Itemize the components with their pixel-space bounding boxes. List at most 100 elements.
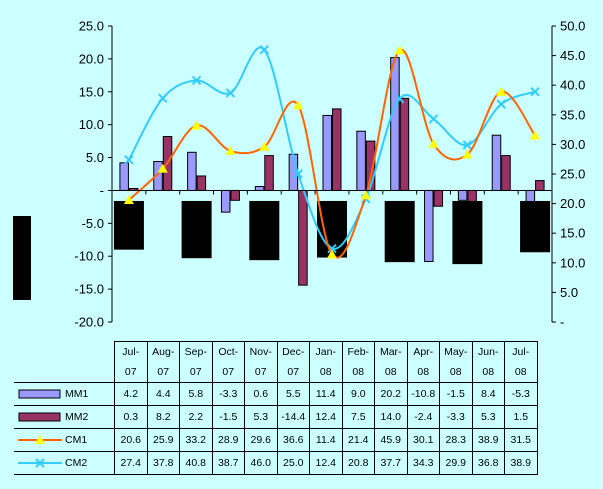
table-cell: 8.2 [146,405,180,429]
bar-mm1 [390,57,400,191]
table-cell: -10.8 [406,382,440,406]
table-cell: -1.5 [211,405,245,429]
occlusion-block [520,200,551,253]
table-category: Apr- 08 [406,341,440,383]
legend-key-cm2 [18,457,62,469]
bar-mm2 [399,97,410,191]
table-cell: 34.3 [406,451,440,475]
table-row-cm1: CM1 20.6 25.9 33.2 28.9 29.6 36.6 11.4 2… [14,428,538,452]
marker-stroke [158,93,168,103]
marker-cm1 [191,120,202,130]
marker-cm1 [394,45,405,55]
left-tick-label: 20.0 [79,51,104,66]
table-cell: 21.4 [341,428,375,452]
bar-mm2 [264,155,274,191]
table-cell: -3.3 [439,405,473,429]
legend-cm1: CM1 [14,428,115,452]
table-cell: -2.4 [406,405,440,429]
bar-mm2 [298,189,308,286]
left-tick-label: -10.0 [74,249,104,264]
marker-cm1 [360,190,371,200]
bar-mm1 [424,189,434,262]
marker-stroke [428,114,439,124]
table-cell: 4.4 [146,382,180,406]
table-cell: 20.2 [374,382,408,406]
table-cell: 5.8 [179,382,213,406]
table-cell: 31.5 [504,428,538,452]
bar-mm1 [491,134,502,191]
right-tick-label: - [560,315,564,330]
marker-cm1 [157,163,168,173]
marker-cm2 [394,94,405,104]
table-cell: 4.2 [114,382,148,406]
legend-mm1: MM1 [14,382,115,406]
legend-mm2: MM2 [14,405,115,429]
lines-layer [123,44,541,259]
marker-cm2 [124,155,134,165]
bar-mm1 [254,185,265,191]
marker-stroke [293,169,303,179]
marker-cm1 [428,138,439,148]
marker-cm2 [530,87,540,97]
table-cell: 25.9 [146,428,180,452]
legend-key-cm1 [18,434,62,446]
table-category: Jun- 08 [471,341,505,383]
table-cell: 2.2 [179,405,213,429]
table-cell: 25.0 [276,451,310,475]
table-category: Dec- 07 [276,341,310,383]
marker-stroke [530,87,540,97]
bar-mm1 [220,189,231,213]
table-category: Feb- 08 [341,341,375,383]
marker-stroke [462,140,473,150]
table-category: Mar- 08 [374,341,408,383]
table-cell: 45.9 [374,428,408,452]
left-tick-label: 15.0 [79,84,104,99]
table-cell: 29.9 [439,451,473,475]
table-cell: -14.4 [276,405,310,429]
table-row-mm1: MM1 4.2 4.4 5.8 -3.3 0.6 5.5 11.4 9.0 20… [14,382,538,406]
table-cell: 12.4 [309,405,343,429]
table-cell: 37.7 [374,451,408,475]
table-cell: 30.1 [406,428,440,452]
bar-mm2 [332,108,342,191]
right-tick-label: 25.0 [560,167,585,182]
table-cell: 8.4 [471,382,505,406]
table-cell: 36.6 [276,428,310,452]
marker-cm1 [225,145,236,155]
marker-cm1 [496,86,507,96]
table-cell: 14.0 [374,405,408,429]
left-tick-label: -20.0 [74,315,104,330]
table-cell: 28.9 [211,428,245,452]
marker-cm1 [259,141,270,151]
table-cell: 38.9 [504,451,538,475]
table-cell: 5.5 [276,382,310,406]
bar-mm1 [119,162,129,191]
right-tick-label: 50.0 [560,19,585,34]
left-tick-label: 5.0 [86,150,104,165]
right-tick-label: 5.0 [560,285,578,300]
legend-key-mm2 [18,411,62,423]
table-cell: 33.2 [179,428,213,452]
table-cell: -5.3 [504,382,538,406]
occlusion-block [181,200,212,259]
table-cell: 46.0 [244,451,278,475]
table-cell: 1.5 [504,405,538,429]
table-category: Sep- 07 [179,341,213,383]
table-cell: 12.4 [309,451,343,475]
marker-cm1 [327,249,337,259]
bar-mm2 [433,189,444,207]
table-cell: 9.0 [341,382,375,406]
bar-mm2 [230,189,240,201]
table-cell: 5.3 [471,405,505,429]
table-row-cm2: CM2 27.4 37.8 40.8 38.7 46.0 25.0 12.4 2… [14,451,538,475]
marker-cm2 [462,140,473,150]
table-cell: 37.8 [146,451,180,475]
right-tick-label: 30.0 [560,137,585,152]
marker-stroke [191,75,202,86]
table-cell: 0.6 [244,382,278,406]
marker-stroke [259,44,270,55]
table-category: Aug- 07 [146,341,180,383]
occlusion-blocks-layer [113,200,551,265]
table-cell: 40.8 [179,451,213,475]
